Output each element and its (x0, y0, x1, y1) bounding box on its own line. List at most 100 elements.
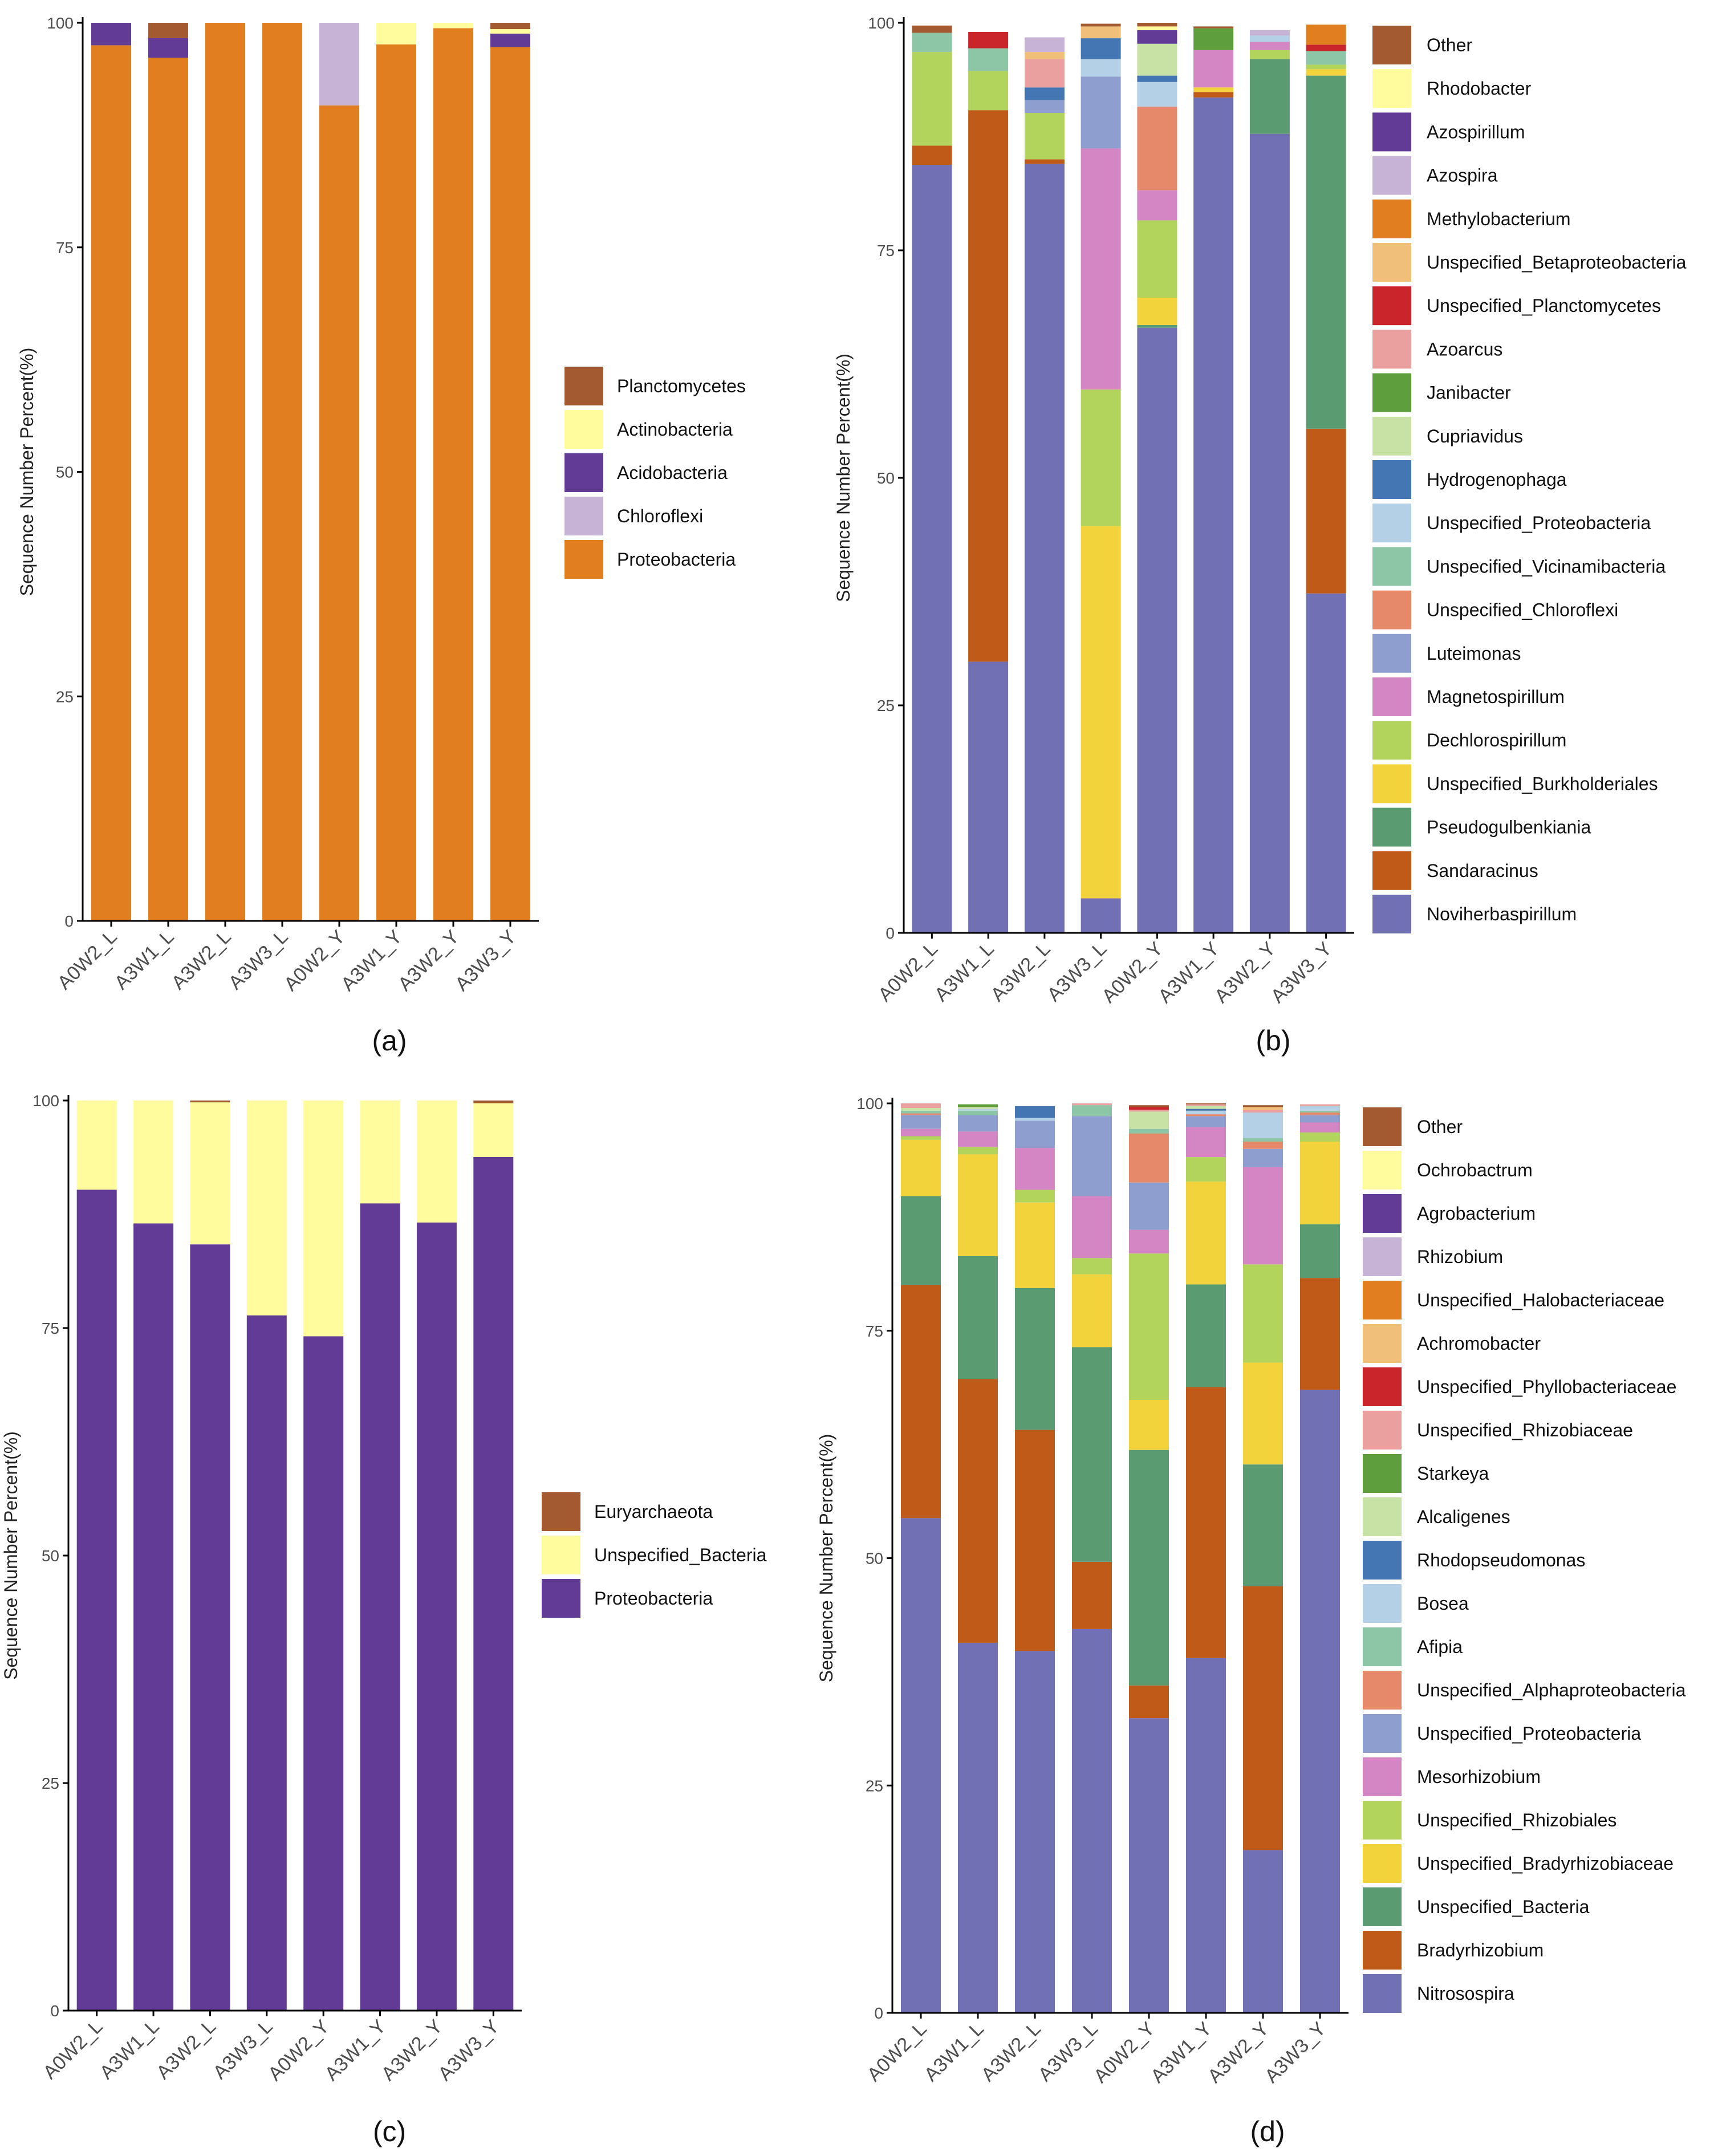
bar-segment-a3w3-l-unspecified-bacteria (246, 1101, 287, 1315)
bar-segment-a0w2-y-unspecified-proteobacteria (1129, 1182, 1169, 1230)
bar-segment-a0w2-y-proteobacteria (303, 1336, 344, 2011)
bar-segment-a3w1-y-mesorhizobium (1186, 1127, 1226, 1158)
chart-panel-b: 0255075100A0W2_LA3W1_LA3W2_LA3W3_LA0W2_Y… (833, 14, 1687, 1057)
legend-swatch-methylobacterium (1372, 199, 1411, 238)
bar-segment-a3w1-l-afipia (958, 1110, 998, 1115)
bar-segment-a3w2-l-luteimonas (1024, 100, 1065, 113)
bar-segment-a3w2-y-dechlorospirillum (1249, 50, 1290, 59)
legend-label-dechlorospirillum: Dechlorospirillum (1427, 730, 1566, 750)
bar-segment-a0w2-l-sandaracinus (912, 145, 952, 165)
bar-segment-a0w2-y-rhodobacter (1137, 26, 1177, 30)
legend-swatch-other (1372, 26, 1411, 64)
legend-swatch-unspecified-rhizobiaceae (1363, 1411, 1402, 1449)
legend-label-chloroflexi: Chloroflexi (617, 506, 703, 526)
legend-swatch-starkeya (1363, 1454, 1402, 1493)
bar-segment-a3w1-y-unspecified-proteobacteria (1186, 1116, 1226, 1127)
bar-segment-a3w3-l-hydrogenophaga (1081, 38, 1121, 59)
bar-segment-a0w2-l-unspecified-proteobacteria (901, 1115, 941, 1129)
legend-label-nitrosospira: Nitrosospira (1417, 1983, 1514, 2004)
bar-segment-a3w2-y-azospira (1249, 30, 1290, 36)
bar-segment-a3w3-y-mesorhizobium (1300, 1122, 1340, 1132)
bar-segment-a3w2-l-azoarcus (1024, 59, 1065, 88)
bar-segment-a3w3-l-proteobacteria (262, 23, 302, 921)
y-tick-label: 50 (56, 464, 74, 481)
legend-swatch-chloroflexi (564, 497, 603, 535)
bar-segment-a3w2-y-mesorhizobium (1243, 1167, 1283, 1265)
bar-segment-a0w2-l-unspecified-vicinamibacteria (912, 33, 952, 52)
legend-label-unspecified-bacteria: Unspecified_Bacteria (1417, 1897, 1590, 1917)
bar-segment-a0w2-y-cupriavidus (1137, 43, 1177, 76)
legend-label-mesorhizobium: Mesorhizobium (1417, 1767, 1541, 1787)
bar-segment-a3w1-y-nitrosospira (1186, 1658, 1226, 2013)
y-tick-label: 0 (50, 2002, 59, 2020)
bar-segment-a3w1-l-starkeya (958, 1104, 998, 1107)
y-tick-label: 100 (856, 1095, 883, 1112)
y-tick-label: 50 (877, 469, 895, 487)
legend-swatch-janibacter (1372, 373, 1411, 412)
legend-swatch-unspecified-phyllobacteriaceae (1363, 1367, 1402, 1406)
bar-segment-a3w1-l-bradyrhizobium (958, 1379, 998, 1643)
bar-segment-a3w2-l-azospira (1024, 37, 1065, 52)
bar-segment-a3w3-l-bradyrhizobium (1072, 1561, 1112, 1629)
legend-label-unspecified-proteobacteria: Unspecified_Proteobacteria (1417, 1723, 1641, 1744)
bar-segment-a3w2-y-nitrosospira (1243, 1850, 1283, 2013)
legend-label-proteobacteria: Proteobacteria (617, 549, 736, 570)
legend-swatch-azospira (1372, 156, 1411, 195)
bar-segment-a3w2-l-unspecified-rhizobiales (1015, 1189, 1055, 1203)
legend-label-unspecified-proteobacteria: Unspecified_Proteobacteria (1427, 513, 1651, 533)
bar-segment-a3w3-y-unspecified-alphaproteobacteria (1300, 1112, 1340, 1115)
bar-segment-a3w2-y-unspecified-bacteria (1243, 1464, 1283, 1586)
y-tick-label: 25 (877, 697, 895, 714)
bar-segment-a0w2-l-unspecified-rhizobiaceae (901, 1103, 941, 1108)
bar-segment-a0w2-l-afipia (901, 1110, 941, 1114)
legend-swatch-pseudogulbenkiania (1372, 807, 1411, 847)
bar-segment-a3w3-l-unspecified-bradyrhizobiaceae (1072, 1274, 1112, 1347)
legend-label-other: Other (1427, 35, 1472, 55)
bar-segment-a0w2-y-pseudogulbenkiania (1137, 324, 1177, 328)
bar-segment-a3w1-y-actinobacteria (376, 23, 416, 44)
bar-segment-a0w2-y-magnetospirillum (1137, 190, 1177, 221)
bar-segment-a3w3-y-proteobacteria (473, 1157, 514, 2011)
y-tick-label: 0 (886, 924, 895, 942)
panel-label-a: (a) (372, 1025, 407, 1057)
bar-segment-a3w3-l-unspecified-rhizobiales (1072, 1258, 1112, 1274)
legend-label-ochrobactrum: Ochrobactrum (1417, 1160, 1533, 1180)
bar-segment-a3w3-l-proteobacteria (246, 1315, 287, 2011)
bar-segment-a0w2-y-unspecified-bacteria (1129, 1449, 1169, 1686)
legend-label-sandaracinus: Sandaracinus (1427, 860, 1538, 881)
bar-segment-a3w3-y-unspecified-vicinamibacteria (1306, 51, 1346, 65)
legend-label-unspecified-rhizobiaceae: Unspecified_Rhizobiaceae (1417, 1420, 1633, 1440)
bar-segment-a3w1-y-sandaracinus (1193, 92, 1234, 98)
y-axis-title: Sequence Number Percent(%) (1, 1431, 21, 1680)
y-tick-label: 100 (47, 14, 74, 32)
bar-segment-a3w3-l-afipia (1072, 1105, 1112, 1116)
legend-swatch-rhizobium (1363, 1237, 1402, 1276)
legend-label-janibacter: Janibacter (1427, 383, 1511, 403)
bar-segment-a3w1-l-dechlorospirillum (968, 71, 1009, 111)
legend-swatch-unspecified-rhizobiales (1363, 1801, 1402, 1840)
legend-swatch-sandaracinus (1372, 851, 1411, 890)
bar-segment-a3w1-l-mesorhizobium (958, 1131, 998, 1147)
panel-label-b: (b) (1256, 1025, 1290, 1057)
bar-segment-a3w3-y-unspecified-proteobacteria (1300, 1115, 1340, 1123)
bar-segment-a3w2-l-sandaracinus (1024, 159, 1065, 164)
y-tick-label: 100 (33, 1092, 59, 1110)
bar-segment-a3w1-l-unspecified-vicinamibacteria (968, 48, 1009, 71)
panel-label-c: (c) (373, 2116, 406, 2147)
bar-segment-a3w3-y-noviherbaspirillum (1306, 593, 1346, 933)
bar-segment-a3w2-l-unspecified-bacteria (1015, 1288, 1055, 1430)
bar-segment-a3w1-y-bradyrhizobium (1186, 1387, 1226, 1658)
legend-label-other: Other (1417, 1116, 1463, 1137)
bar-segment-a3w1-y-unspecified-rhizobiaceae (1186, 1104, 1226, 1106)
bar-segment-a3w1-y-other (1186, 1103, 1226, 1105)
legend-swatch-azoarcus (1372, 330, 1411, 369)
bar-segment-a3w3-l-nitrosospira (1072, 1629, 1112, 2013)
bar-segment-a0w2-y-unspecified-chloroflexi (1137, 106, 1177, 190)
bar-segment-a3w3-y-pseudogulbenkiania (1306, 75, 1346, 429)
bar-segment-a3w1-l-unspecified-rhizobiales (958, 1147, 998, 1155)
legend-swatch-unspecified-halobacteriaceae (1363, 1281, 1402, 1319)
y-tick-label: 25 (42, 1775, 59, 1792)
legend-swatch-planctomycetes (564, 367, 603, 405)
bar-segment-a3w2-l-euryarchaeota (190, 1101, 230, 1103)
legend: Euryarchaeota Unspecified_Bacteria Proteob… (542, 1492, 767, 1618)
